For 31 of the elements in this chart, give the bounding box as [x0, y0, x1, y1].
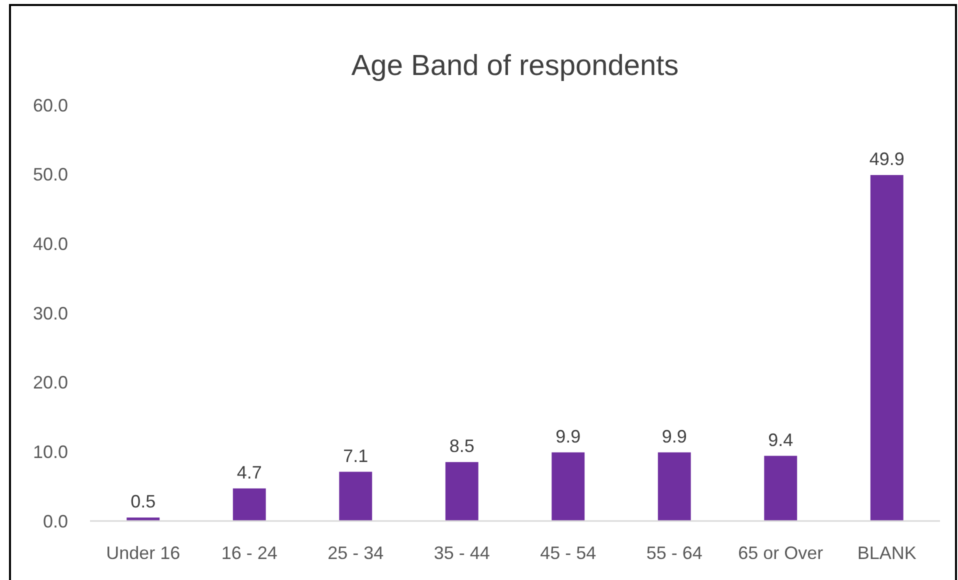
bar: [445, 462, 478, 521]
x-tick-label: 16 - 24: [221, 543, 278, 563]
bar: [764, 456, 798, 521]
data-label: 0.5: [130, 492, 156, 512]
y-tick-label: 30.0: [32, 303, 68, 324]
data-label: 9.9: [662, 426, 687, 446]
bar: [870, 175, 904, 521]
data-label: 4.7: [236, 462, 262, 482]
chart-title: Age Band of respondents: [351, 50, 679, 82]
y-tick-label: 10.0: [32, 442, 68, 462]
y-tick-label: 40.0: [32, 234, 68, 254]
data-label: 7.1: [343, 446, 368, 466]
data-label: 8.5: [449, 436, 474, 456]
y-tick-label: 20.0: [32, 372, 68, 393]
data-label: 9.4: [768, 430, 794, 450]
x-tick-label: 45 - 54: [540, 543, 596, 563]
bar: [552, 452, 585, 521]
x-tick-label: 55 - 64: [646, 543, 702, 563]
y-tick-label: 0.0: [42, 511, 68, 532]
x-tick-label: 65 or Over: [738, 543, 824, 563]
data-label: 49.9: [869, 149, 904, 170]
x-tick-label: BLANK: [857, 543, 916, 563]
x-tick-label: 25 - 34: [328, 543, 384, 563]
x-tick-label: Under 16: [106, 543, 180, 563]
y-tick-label: 50.0: [32, 164, 68, 185]
data-label: 9.9: [556, 426, 581, 446]
bar: [232, 488, 266, 521]
x-tick-label: 35 - 44: [434, 543, 490, 563]
y-tick-label: 60.0: [32, 95, 68, 116]
bar: [658, 452, 691, 521]
bar: [339, 472, 372, 521]
